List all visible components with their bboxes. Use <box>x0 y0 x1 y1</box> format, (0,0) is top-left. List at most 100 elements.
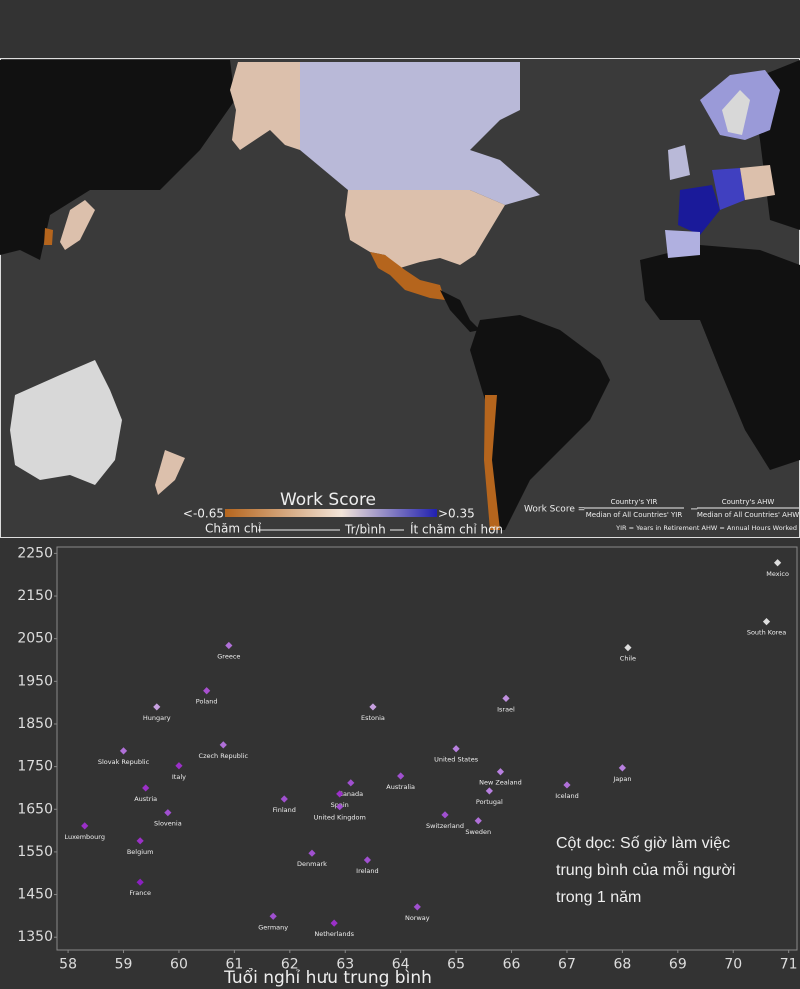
point <box>369 703 377 711</box>
point <box>308 849 316 857</box>
y-tick-label: 1450 <box>17 887 53 903</box>
formula-den1: Median of All Countries' YIR <box>586 511 683 519</box>
annotation: Cột dọc: Số giờ làm việc <box>556 835 730 852</box>
point <box>330 919 338 927</box>
canada <box>300 62 540 205</box>
x-tick-label: 64 <box>392 956 410 972</box>
point <box>142 784 150 792</box>
x-tick-label: 66 <box>503 956 521 972</box>
plot-frame <box>56 546 798 951</box>
map: Work Score <-0.65 >0.35 Chăm chỉ Tr/bình… <box>0 58 800 538</box>
y-tick-label: 1350 <box>17 929 53 945</box>
formula-lhs: Work Score = <box>524 505 585 515</box>
point <box>441 811 449 819</box>
point-label: Canada <box>338 790 363 798</box>
point <box>336 790 344 798</box>
point-label: New Zealand <box>479 779 522 787</box>
point <box>336 803 344 811</box>
x-tick-label: 68 <box>613 956 631 972</box>
x-tick-label: 62 <box>281 956 299 972</box>
point-label: Slovak Republic <box>98 758 150 766</box>
legend-title: Work Score <box>280 490 376 510</box>
legend-gradient <box>225 509 437 517</box>
usa <box>345 190 505 268</box>
point <box>397 772 405 780</box>
point <box>136 878 144 886</box>
point <box>203 687 211 695</box>
x-tick-label: 59 <box>115 956 133 972</box>
point <box>219 741 227 749</box>
point-label: Australia <box>386 783 415 791</box>
point <box>624 644 632 652</box>
point <box>175 762 183 770</box>
y-tick-label: 1850 <box>17 716 53 732</box>
point <box>485 787 493 795</box>
point-label: South Korea <box>747 629 786 637</box>
point-label: Mexico <box>766 570 789 578</box>
asia <box>0 60 235 260</box>
point-label: Belgium <box>127 848 154 856</box>
point-label: Chile <box>620 655 636 663</box>
annotation: trong 1 năm <box>556 889 641 906</box>
point-label: Norway <box>405 914 430 922</box>
annotation: trung bình của mỗi người <box>556 860 736 879</box>
uk <box>668 145 690 180</box>
formula-den2: Median of All Countries' AHW <box>697 511 799 519</box>
point-label: Sweden <box>465 828 491 836</box>
point-label: France <box>129 889 151 897</box>
point-label: Hungary <box>143 714 171 722</box>
point <box>136 837 144 845</box>
x-tick-label: 69 <box>669 956 687 972</box>
point-label: Japan <box>612 775 631 783</box>
point-label: Ireland <box>356 867 378 875</box>
new-zealand <box>155 450 185 495</box>
x-tick-label: 71 <box>780 956 798 972</box>
legend-mid: Tr/bình <box>344 523 386 537</box>
point-label: Slovenia <box>154 820 182 828</box>
point-label: Estonia <box>361 714 385 722</box>
y-tick-label: 1650 <box>17 801 53 817</box>
y-tick-label: 2050 <box>17 631 53 647</box>
point-label: Austria <box>134 795 157 803</box>
australia <box>10 360 122 485</box>
point <box>269 912 277 920</box>
point-label: Portugal <box>476 798 503 806</box>
south-america <box>470 315 610 530</box>
mexico <box>370 252 445 300</box>
point <box>225 641 233 650</box>
korea <box>44 228 53 245</box>
point-label: Greece <box>217 653 240 661</box>
formula-note: YIR = Years in Retirement AHW = Annual H… <box>615 524 797 532</box>
legend-min: <-0.65 <box>183 507 224 521</box>
point-label: Israel <box>497 705 515 713</box>
legend-max: >0.35 <box>438 507 475 521</box>
point <box>347 779 355 787</box>
point-label: United Kingdom <box>314 814 366 822</box>
point-label: Poland <box>196 698 218 706</box>
point <box>81 822 89 830</box>
point-label: Luxembourg <box>64 833 105 841</box>
eastern-europe <box>740 165 775 200</box>
japan <box>60 200 95 250</box>
point-label: Iceland <box>555 792 579 800</box>
x-axis-label: Tuổi nghỉ hưu trung bình <box>223 967 432 988</box>
spain <box>665 230 700 258</box>
point <box>762 618 771 626</box>
point-label: Italy <box>172 773 186 781</box>
point <box>474 817 482 825</box>
x-tick-label: 61 <box>225 956 243 972</box>
point-label: Netherlands <box>314 930 354 938</box>
point-label: Czech Republic <box>199 752 249 760</box>
point <box>618 764 626 772</box>
chile <box>484 395 500 530</box>
x-tick-label: 65 <box>447 956 465 972</box>
france <box>678 185 720 235</box>
point <box>280 795 288 803</box>
legend-low: Chăm chỉ <box>205 522 262 536</box>
x-tick-label: 58 <box>59 956 77 972</box>
point <box>164 809 172 817</box>
formula-num1: Country's YIR <box>611 498 658 506</box>
legend-high: Ít chăm chỉ hơn <box>410 522 503 537</box>
alaska <box>230 62 300 150</box>
